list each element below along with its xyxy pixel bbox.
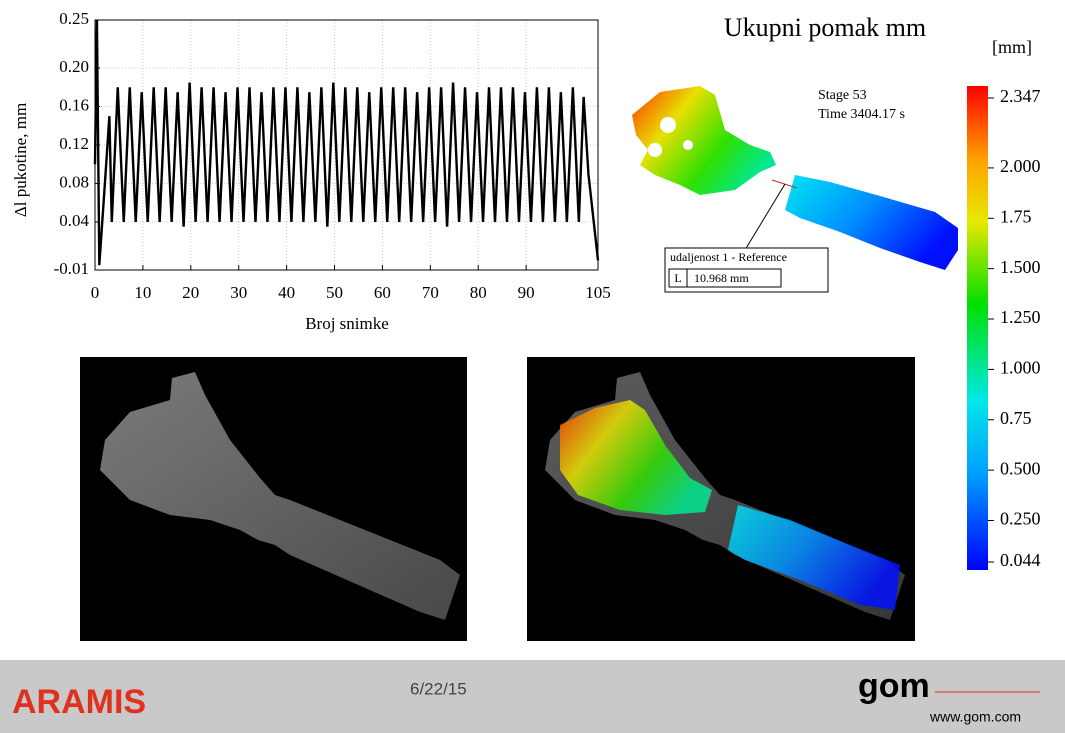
x-tick-label: 50 [326,283,343,302]
hole [660,117,676,133]
colorbar-tick-label: 0.250 [1000,509,1041,529]
footer-band [0,660,1065,733]
url: www.gom.com [929,709,1021,725]
colorbar-tick-label: 1.75 [1000,206,1032,226]
colorbar [967,86,988,570]
hole [683,140,693,150]
overlay-upper [560,400,712,515]
specimen-lower [785,175,958,270]
colorbar-tick-label: 2.347 [1000,86,1041,106]
x-tick-label: 0 [91,283,100,302]
stage: Stage 53 [818,88,867,103]
x-tick-label: 20 [182,283,199,302]
x-tick-label: 60 [374,283,391,302]
leader-line [744,183,786,251]
colorbar-tick-label: 1.250 [1000,307,1041,327]
colorbar-unit: [mm] [992,37,1032,57]
overlay-lower [728,505,900,610]
line-series [93,19,600,266]
x-tick-label: 80 [470,283,487,302]
x-tick-label: 30 [230,283,247,302]
y-tick-label: -0.01 [54,259,89,278]
colormap-figure: udaljenost 1 - Reference L 10.968 mm Uku… [632,13,1032,570]
y-tick-label: 0.08 [59,172,89,191]
x-tick-label: 40 [278,283,295,302]
colorbar-tick-label: 0.044 [1000,550,1041,570]
colorbar-tick-label: 0.500 [1000,458,1041,478]
hole [648,143,662,157]
x-tick-label: 90 [518,283,535,302]
footer: ARAMIS 6/22/15 gom www.gom.com [0,660,1065,733]
x-tick-label: 10 [134,283,151,302]
measure-value: 10.968 mm [694,271,749,285]
photos [80,357,915,641]
x-tick-label: 105 [585,283,611,302]
bone-raw [100,372,460,620]
brand: ARAMIS [12,683,146,721]
y-tick-label: 0.25 [59,9,89,28]
x-tick-label: 70 [422,283,439,302]
measure-key: L [674,271,681,285]
y-tick-label: 0.20 [59,57,89,76]
colorbar-tick-label: 1.500 [1000,257,1041,277]
measure-box [664,247,829,293]
y-tick-label: 0.12 [59,134,89,153]
specimen-upper [632,86,776,195]
x-axis-label: Broj snimke [305,314,389,333]
logo: gom [858,667,930,705]
y-axis-label: Δl pukotine, mm [11,103,30,217]
colormap-title: Ukupni pomak mm [724,13,926,42]
measure-value-box [686,268,782,288]
measure-label: udaljenost 1 - Reference [670,250,787,264]
y-tick-label: 0.16 [59,95,89,114]
colorbar-tick-label: 0.75 [1000,408,1032,428]
colorbar-tick-label: 2.000 [1000,156,1041,176]
y-tick-label: 0.04 [59,211,89,230]
time: Time 3404.17 s [818,107,905,122]
colorbar-tick-label: 1.000 [1000,358,1041,378]
date: 6/22/15 [410,679,467,698]
